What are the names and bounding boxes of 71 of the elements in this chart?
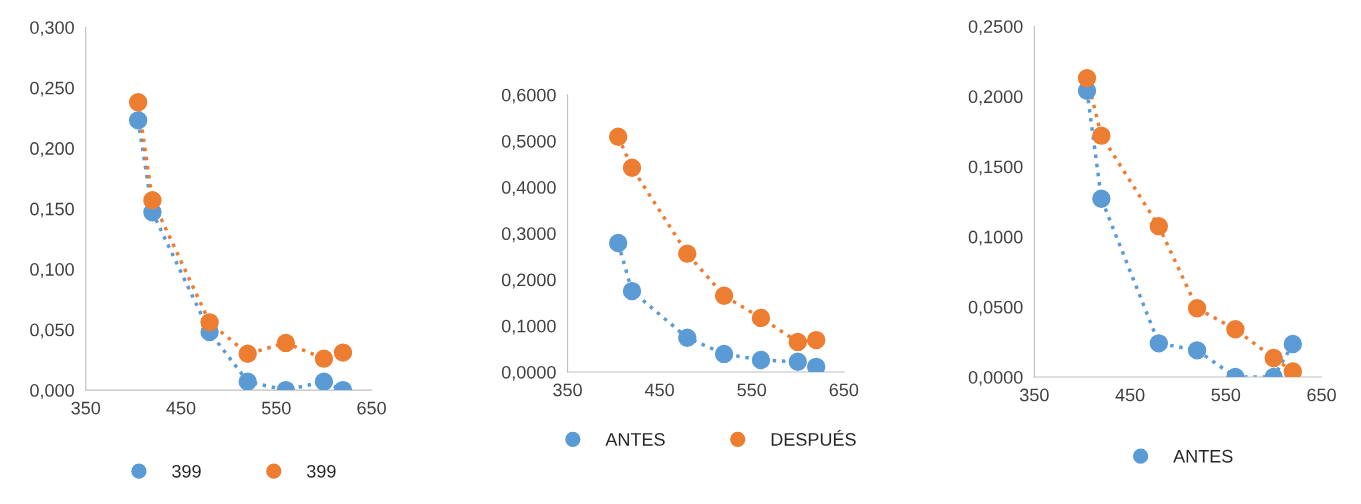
point xyxy=(788,332,807,352)
point xyxy=(609,127,628,146)
point xyxy=(143,191,162,210)
legend-label: ANTES xyxy=(1173,449,1233,463)
point xyxy=(333,343,353,362)
point xyxy=(751,308,771,328)
point xyxy=(314,349,334,368)
point xyxy=(714,344,734,364)
y-tick-label: 0,300 xyxy=(30,21,74,37)
point xyxy=(1187,299,1207,318)
point xyxy=(714,286,734,305)
y-tick-label: 0,5000 xyxy=(501,134,556,150)
y-tick-label: 0,0500 xyxy=(968,300,1023,316)
x-tick-label: 350 xyxy=(553,383,582,397)
x-tick-label: 550 xyxy=(261,401,291,415)
point xyxy=(622,158,642,177)
x-tick-label: 450 xyxy=(166,401,196,415)
point xyxy=(128,93,148,112)
x-tick-label: 650 xyxy=(357,401,386,415)
legend-label: ANTES xyxy=(605,433,665,446)
y-tick-label: 0,200 xyxy=(30,142,74,158)
point xyxy=(1187,341,1207,360)
x-tick-label: 650 xyxy=(829,383,859,397)
y-tick-label: 0,3000 xyxy=(501,227,556,243)
x-tick-label: 450 xyxy=(1115,388,1145,402)
y-tick-label: 0,6000 xyxy=(501,88,556,104)
y-tick-label: 0,250 xyxy=(30,81,74,97)
point xyxy=(1226,320,1245,339)
point xyxy=(238,344,257,363)
y-tick-label: 0,1000 xyxy=(968,230,1023,246)
x-tick-label: 550 xyxy=(1211,388,1241,402)
point xyxy=(314,372,334,391)
y-tick-label: 0,2000 xyxy=(968,90,1023,106)
point xyxy=(1283,334,1302,354)
y-tick-label: 0,1000 xyxy=(501,319,556,335)
point xyxy=(678,244,697,263)
y-tick-label: 0,0000 xyxy=(501,365,556,381)
point xyxy=(751,350,771,370)
y-tick-label: 0,100 xyxy=(30,263,74,278)
point xyxy=(622,281,642,301)
y-tick-label: 0,1500 xyxy=(968,160,1023,176)
y-tick-label: 0,000 xyxy=(30,384,74,399)
y-tick-label: 0,2000 xyxy=(501,273,556,289)
y-tick-label: 0,0000 xyxy=(968,370,1023,386)
point xyxy=(1264,348,1283,368)
point xyxy=(678,328,697,347)
point xyxy=(1283,362,1302,377)
point xyxy=(200,313,219,332)
point xyxy=(1149,334,1168,353)
y-tick-label: 0,2500 xyxy=(968,20,1023,36)
point xyxy=(1077,68,1097,88)
x-tick-label: 550 xyxy=(737,383,767,397)
y-tick-label: 0,150 xyxy=(30,202,74,218)
x-tick-label: 350 xyxy=(71,401,101,415)
legend-label: DESPUÉS xyxy=(771,429,856,446)
legend-label: 399 xyxy=(306,464,336,478)
point xyxy=(238,372,257,391)
point xyxy=(788,352,807,371)
y-tick-label: 0,050 xyxy=(30,323,74,339)
point xyxy=(128,111,148,130)
legend-label: 399 xyxy=(172,464,201,478)
y-tick-label: 0,4000 xyxy=(501,181,556,196)
point xyxy=(1092,189,1111,208)
x-tick-label: 650 xyxy=(1307,388,1336,402)
point xyxy=(807,330,826,350)
point xyxy=(1149,216,1168,236)
point xyxy=(609,233,628,253)
x-tick-label: 350 xyxy=(1019,388,1049,402)
point xyxy=(276,333,295,353)
point xyxy=(1092,126,1111,145)
x-tick-label: 450 xyxy=(644,383,674,397)
